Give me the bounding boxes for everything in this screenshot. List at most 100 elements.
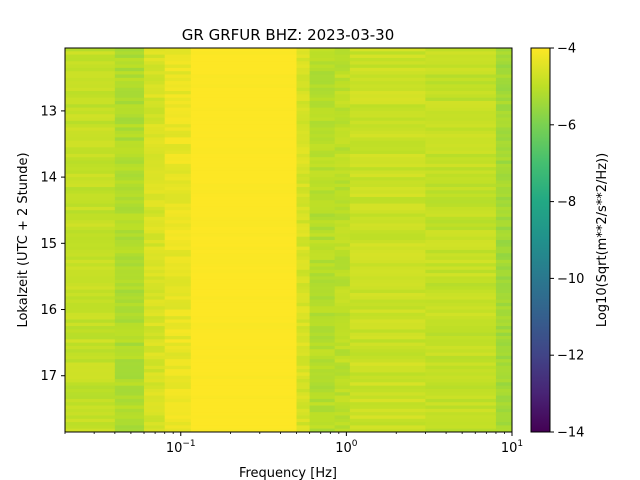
heatmap-cell [334,67,351,72]
heatmap-cell [164,428,192,432]
y-tick-label: 13 [40,104,57,119]
heatmap-cell [144,398,166,403]
heatmap-cell [296,296,311,301]
heatmap-cell [309,379,336,383]
heatmap-cell [495,299,512,304]
heatmap-cell [495,48,512,52]
heatmap-cell [190,382,298,387]
heatmap-cell [190,392,298,397]
heatmap-cell [334,226,351,231]
heatmap-cell [114,253,145,258]
heatmap-cell [144,266,166,271]
heatmap-cell [296,163,311,168]
heatmap-cell [164,163,192,168]
heatmap-cell [495,339,512,344]
heatmap-cell [164,249,192,254]
heatmap-cell [425,312,497,317]
heatmap-cell [190,415,298,420]
heatmap-cell [309,230,336,234]
heatmap-cell [65,339,116,344]
heatmap-cell [144,210,166,215]
heatmap-cell [349,412,426,417]
heatmap-cell [425,243,497,248]
heatmap-cell [296,193,311,198]
heatmap-cell [144,140,166,145]
heatmap-cell [190,200,298,205]
heatmap-cell [349,326,426,330]
heatmap-cell [495,200,512,205]
heatmap-cell [296,279,311,284]
heatmap-cell [144,110,166,115]
heatmap-cell [65,425,116,430]
heatmap-cell [190,372,298,377]
heatmap-cell [65,422,116,426]
heatmap-cell [349,200,426,205]
heatmap-cell [190,302,298,307]
heatmap-cell [495,193,512,198]
heatmap-cell [65,144,116,148]
heatmap-cell [296,104,311,109]
heatmap-cell [334,425,351,430]
heatmap-cell [164,104,192,109]
heatmap-cell [190,375,298,380]
heatmap-cell [425,408,497,413]
heatmap-cell [114,177,145,182]
heatmap-cell [114,316,145,321]
heatmap-cell [144,167,166,172]
heatmap-cell [164,196,192,201]
heatmap-cell [334,309,351,314]
heatmap-cell [65,365,116,370]
heatmap-cell [190,57,298,62]
heatmap-cell [425,77,497,82]
heatmap-cell [296,170,311,175]
heatmap-cell [65,193,116,198]
heatmap-cell [65,177,116,182]
heatmap-cell [296,167,311,172]
heatmap-cell [144,273,166,278]
heatmap-cell [296,292,311,297]
heatmap-cell [309,263,336,268]
heatmap-cell [144,206,166,211]
heatmap-cell [144,170,166,175]
heatmap-cell [164,253,192,258]
heatmap-cell [309,273,336,278]
x-tick-label: 10−1 [166,439,196,456]
heatmap-cell [425,398,497,403]
heatmap-cell [334,263,351,268]
heatmap-cell [349,329,426,334]
heatmap-cell [296,107,311,112]
heatmap-cell [65,412,116,417]
heatmap-cell [349,405,426,410]
heatmap-cell [144,187,166,191]
heatmap-cell [164,372,192,377]
heatmap-cell [65,379,116,383]
heatmap-cell [495,279,512,284]
heatmap-cell [65,296,116,301]
heatmap-cell [309,326,336,330]
heatmap-cell [144,352,166,357]
heatmap-cell [164,203,192,208]
heatmap-cell [190,369,298,374]
heatmap-cell [144,144,166,148]
heatmap-cell [309,286,336,291]
heatmap-cell [190,263,298,268]
heatmap-cell [144,177,166,182]
heatmap-cell [349,273,426,278]
heatmap-cell [164,412,192,417]
heatmap-cell [334,147,351,152]
heatmap-cell [309,415,336,420]
heatmap-cell [334,114,351,119]
heatmap-cell [164,84,192,89]
heatmap-cell [495,210,512,215]
heatmap-cell [164,292,192,297]
heatmap-cell [309,292,336,297]
heatmap-cell [114,206,145,211]
heatmap-cell [144,388,166,393]
heatmap-cell [144,309,166,314]
heatmap-cell [309,64,336,69]
heatmap-cell [296,230,311,234]
heatmap-cell [65,48,116,52]
heatmap-cell [495,226,512,231]
heatmap-cell [349,269,426,274]
heatmap-cell [495,157,512,162]
